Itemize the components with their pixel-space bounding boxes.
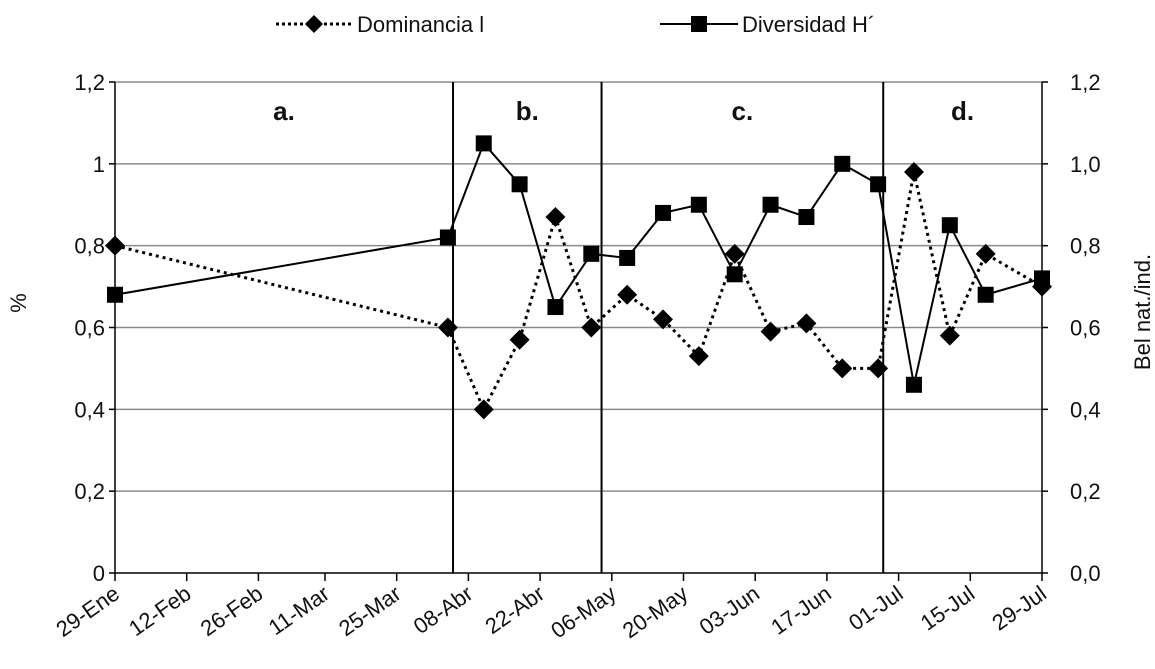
y-axis-left-title: %: [6, 293, 31, 313]
data-point-square: [834, 155, 851, 172]
y-tick-label-left: 0,2: [74, 479, 105, 504]
data-point-diamond: [581, 317, 602, 338]
data-point-diamond: [724, 243, 745, 264]
data-point-diamond: [617, 284, 638, 305]
data-point-diamond: [903, 162, 924, 183]
x-tick-label: 25-Mar: [334, 581, 405, 641]
legend: Dominancia l Diversidad H´: [276, 12, 875, 37]
x-tick-label: 11-Mar: [264, 581, 334, 641]
data-point-diamond: [105, 235, 125, 256]
y-tick-label-left: 0,8: [74, 234, 105, 259]
data-point-square: [977, 286, 994, 303]
data-point-square: [941, 217, 958, 234]
series-line: [114, 141, 1043, 386]
x-tick-label: 15-Jul: [916, 581, 979, 636]
legend-label-diversidad: Diversidad H´: [742, 12, 875, 37]
data-point-square: [511, 176, 528, 193]
phase-label: c.: [732, 96, 754, 126]
data-point-diamond: [975, 243, 996, 264]
y-tick-label-right: 1,2: [1070, 70, 1101, 95]
phase-label: b.: [516, 96, 539, 126]
data-point-diamond: [832, 358, 853, 379]
legend-diamond-icon: [305, 15, 323, 33]
data-point-diamond: [939, 325, 960, 346]
data-point-diamond: [437, 317, 458, 338]
y-tick-label-right: 0,0: [1070, 561, 1101, 586]
data-point-square: [475, 135, 492, 152]
y-tick-label-right: 0,8: [1070, 234, 1101, 259]
data-point-diamond: [796, 313, 817, 334]
data-point-diamond: [473, 399, 494, 420]
data-point-diamond: [509, 329, 530, 350]
y-tick-label-left: 1: [93, 152, 105, 177]
data-point-diamond: [545, 207, 566, 228]
data-point-square: [870, 176, 887, 193]
series-dominancia: [105, 162, 1052, 420]
data-point-square: [583, 245, 600, 262]
data-point-square: [690, 196, 707, 213]
data-point-square: [762, 196, 779, 213]
x-tick-label: 22-Abr: [481, 581, 549, 639]
data-point-square: [905, 376, 922, 393]
legend-square-icon: [691, 16, 707, 32]
data-point-square: [107, 286, 123, 303]
series-diversidad: [107, 135, 1050, 393]
data-point-square: [798, 209, 815, 226]
data-point-square: [726, 266, 743, 283]
data-point-square: [655, 204, 672, 221]
phase-label: d.: [951, 96, 974, 126]
x-tick-label: 20-May: [618, 581, 692, 644]
x-tick-label: 26-Feb: [196, 581, 267, 641]
x-tick-label: 01-Jul: [844, 581, 907, 636]
y-axis-right-title: Bel nat./ind.: [1130, 254, 1155, 370]
x-tick-label: 29-Ene: [51, 581, 123, 642]
series-line: [114, 171, 1043, 413]
axes: 0 0,0 0,2 0,2 0,4 0,4 0,6 0,6 0,8 0,8 1 1,0 1,2 1,2 29…: [51, 70, 1100, 643]
y-tick-label-left: 0,6: [74, 316, 105, 341]
y-tick-label-left: 0: [93, 561, 105, 586]
y-tick-label-right: 1,0: [1070, 152, 1101, 177]
data-point-square: [619, 249, 636, 266]
x-tick-label: 08-Abr: [409, 581, 477, 639]
grid: [115, 81, 1042, 492]
data-point-diamond: [653, 309, 674, 330]
y-tick-label-right: 0,2: [1070, 479, 1101, 504]
x-tick-label: 03-Jun: [695, 581, 764, 640]
x-tick-label: 29-Jul: [987, 581, 1050, 636]
data-point-square: [439, 229, 456, 246]
x-tick-label: 12-Feb: [124, 581, 195, 641]
y-tick-label-left: 1,2: [74, 70, 105, 95]
series: [105, 135, 1052, 420]
y-tick-label-right: 0,4: [1070, 397, 1101, 422]
x-tick-label: 06-May: [546, 581, 620, 644]
data-point-diamond: [868, 358, 889, 379]
data-point-diamond: [688, 346, 709, 367]
data-point-square: [1034, 270, 1050, 287]
y-tick-label-left: 0,4: [74, 397, 105, 422]
legend-label-dominancia: Dominancia l: [357, 12, 484, 37]
y-tick-label-right: 0,6: [1070, 316, 1101, 341]
phase-label: a.: [273, 96, 295, 126]
x-tick-label: 17-Jun: [766, 581, 835, 640]
data-point-diamond: [760, 321, 781, 342]
data-point-square: [547, 299, 564, 316]
